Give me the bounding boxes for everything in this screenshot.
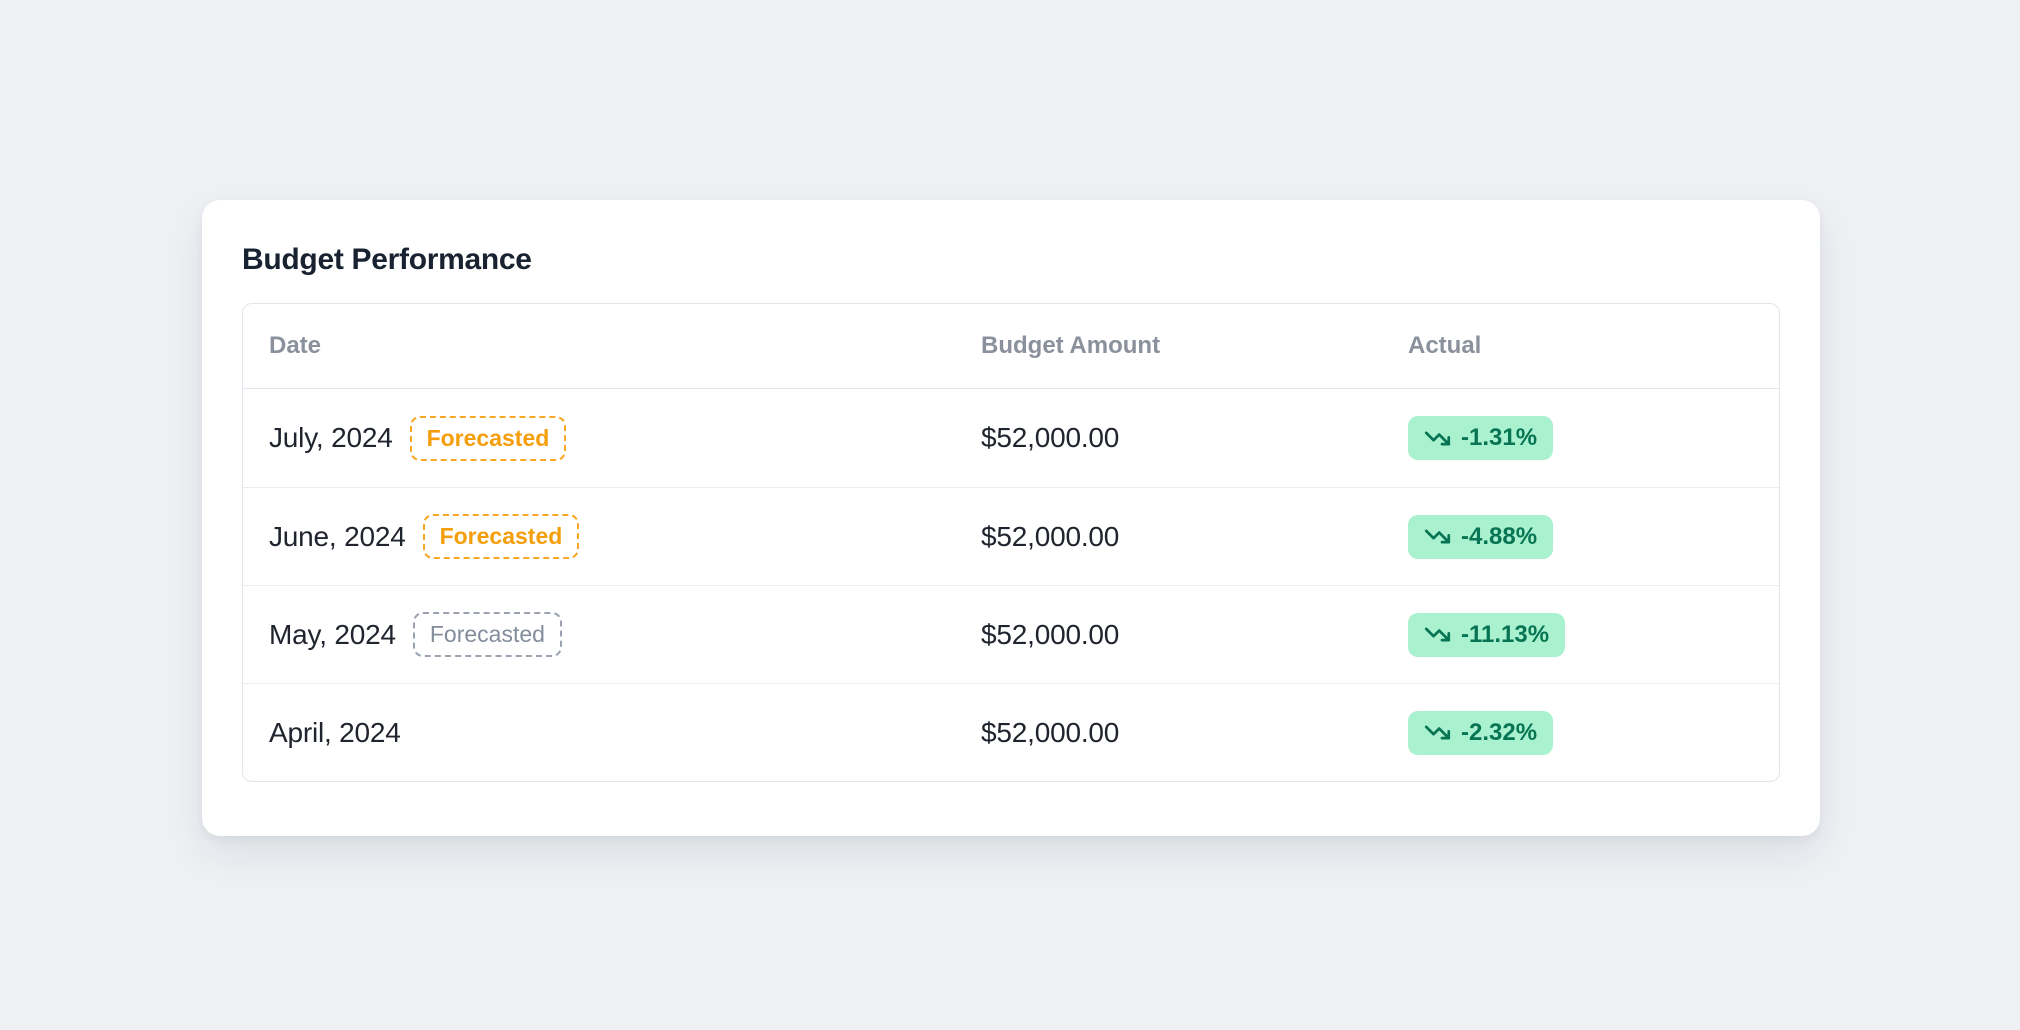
date-cell: May, 2024 Forecasted	[243, 612, 955, 657]
budget-amount-cell: $52,000.00	[955, 521, 1382, 553]
row-date: July, 2024	[269, 422, 393, 454]
actual-change-badge: -11.13%	[1408, 613, 1565, 657]
table-row: May, 2024 Forecasted $52,000.00 -11.13%	[243, 585, 1779, 683]
row-budget-amount: $52,000.00	[981, 619, 1119, 651]
table-row: June, 2024 Forecasted $52,000.00 -4.88%	[243, 487, 1779, 585]
actual-cell: -1.31%	[1382, 416, 1779, 460]
actual-change-value: -1.31%	[1461, 424, 1537, 452]
trending-down-icon	[1424, 425, 1451, 452]
date-cell: July, 2024 Forecasted	[243, 416, 955, 461]
table-header-row: Date Budget Amount Actual	[243, 304, 1779, 389]
budget-amount-cell: $52,000.00	[955, 619, 1382, 651]
trending-down-icon	[1424, 621, 1451, 648]
actual-cell: -2.32%	[1382, 711, 1779, 755]
forecasted-badge: Forecasted	[423, 514, 580, 559]
budget-amount-cell: $52,000.00	[955, 717, 1382, 749]
column-header-budget-amount: Budget Amount	[955, 332, 1382, 360]
date-cell: April, 2024	[243, 717, 955, 749]
forecasted-badge: Forecasted	[410, 416, 567, 461]
actual-change-value: -11.13%	[1461, 621, 1549, 649]
row-budget-amount: $52,000.00	[981, 717, 1119, 749]
row-budget-amount: $52,000.00	[981, 422, 1119, 454]
actual-change-badge: -2.32%	[1408, 711, 1553, 755]
actual-change-badge: -1.31%	[1408, 416, 1553, 460]
row-date: May, 2024	[269, 619, 396, 651]
actual-cell: -11.13%	[1382, 613, 1779, 657]
actual-change-badge: -4.88%	[1408, 515, 1553, 559]
table-body: July, 2024 Forecasted $52,000.00 -1.31% …	[243, 389, 1779, 781]
row-date: June, 2024	[269, 521, 406, 553]
trending-down-icon	[1424, 719, 1451, 746]
column-header-actual: Actual	[1382, 332, 1779, 360]
actual-change-value: -4.88%	[1461, 523, 1537, 551]
table-row: July, 2024 Forecasted $52,000.00 -1.31%	[243, 389, 1779, 487]
budget-performance-card: Budget Performance Date Budget Amount Ac…	[202, 200, 1820, 836]
actual-cell: -4.88%	[1382, 515, 1779, 559]
row-date: April, 2024	[269, 717, 401, 749]
actual-change-value: -2.32%	[1461, 719, 1537, 747]
card-title: Budget Performance	[242, 242, 1780, 278]
date-cell: June, 2024 Forecasted	[243, 514, 955, 559]
forecasted-badge: Forecasted	[413, 612, 562, 657]
row-budget-amount: $52,000.00	[981, 521, 1119, 553]
column-header-date: Date	[243, 332, 955, 360]
budget-table: Date Budget Amount Actual July, 2024 For…	[242, 303, 1780, 782]
trending-down-icon	[1424, 523, 1451, 550]
table-row: April, 2024 $52,000.00 -2.32%	[243, 683, 1779, 781]
budget-amount-cell: $52,000.00	[955, 422, 1382, 454]
